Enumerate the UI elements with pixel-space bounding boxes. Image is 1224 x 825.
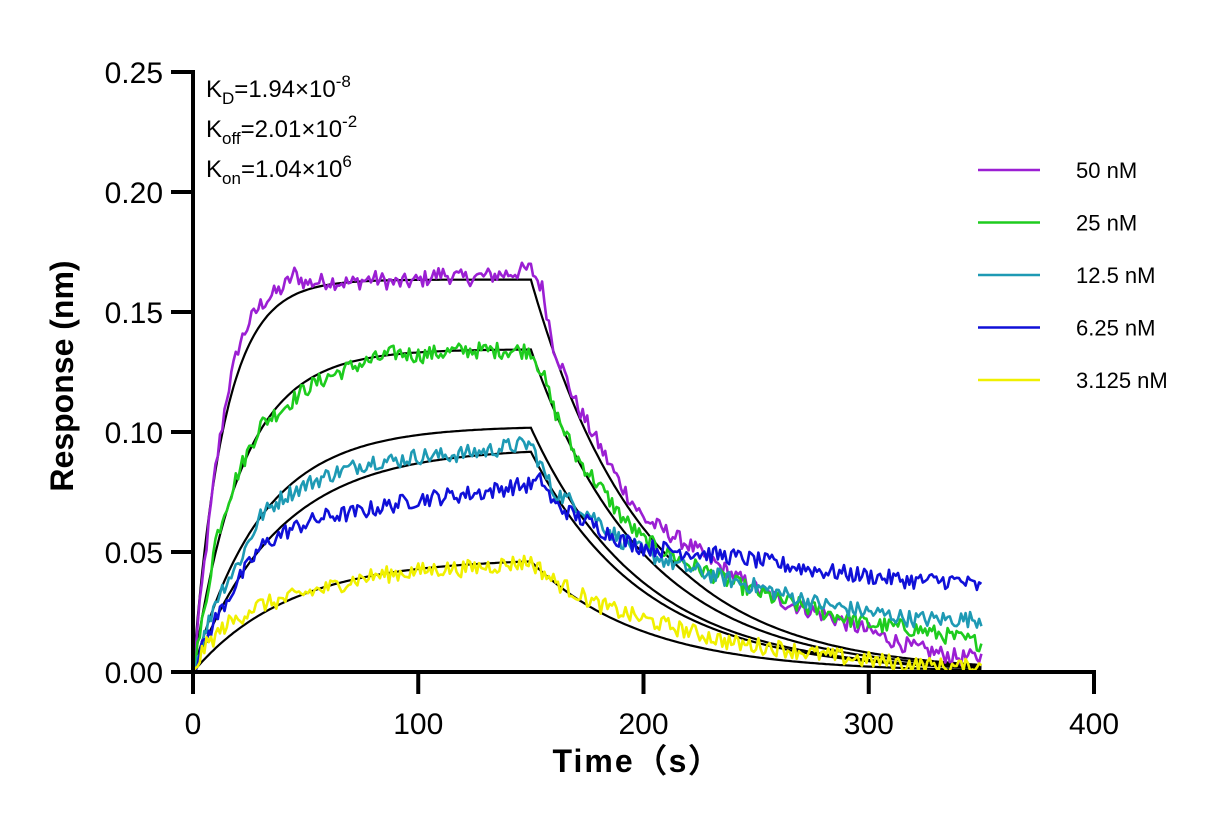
fit-curve-1 [191,348,982,673]
y-tick-label: 0.00 [105,657,163,690]
x-tick-label: 200 [618,708,668,741]
y-tick-label: 0.15 [105,297,163,330]
legend-label-2: 12.5 nM [1076,263,1156,288]
kinetic-annotations: KD=1.94×10-8 Koff=2.01×10-2 Kon=1.04×106 [206,72,357,188]
series-line-1 [191,341,983,673]
series-line-4 [191,554,983,674]
axes: 0.00 0.05 0.10 0.15 0.20 0.25 0 100 200 300 400 Tim… [44,57,1119,779]
legend: 50 nM 25 nM 12.5 nM 6.25 nM 3.125 nM [978,158,1168,393]
data-series [191,261,983,674]
y-axis-title: Response (nm) [44,260,80,491]
x-tick-label: 400 [1069,708,1119,741]
series-line-3 [192,472,983,674]
fit-curve-2 [191,426,982,673]
annotation-d: KD=1.94×10-8 [206,72,351,108]
y-tick-label: 0.25 [105,57,163,90]
annotation-on: Kon=1.04×106 [206,152,352,188]
x-tick-label: 0 [185,708,202,741]
series-line-2 [192,436,983,674]
legend-label-0: 50 nM [1076,158,1137,183]
x-tick-label: 300 [844,708,894,741]
legend-label-3: 6.25 nM [1076,316,1156,341]
legend-label-4: 3.125 nM [1076,368,1168,393]
x-axis-title: Time（s） [553,743,723,779]
y-tick-label: 0.10 [105,417,163,450]
series-line-0 [191,261,983,673]
annotation-off: Koff=2.01×10-2 [206,112,357,148]
y-tick-label: 0.05 [105,537,163,570]
legend-label-1: 25 nM [1076,211,1137,236]
x-tick-label: 100 [393,708,443,741]
y-tick-label: 0.20 [105,177,163,210]
